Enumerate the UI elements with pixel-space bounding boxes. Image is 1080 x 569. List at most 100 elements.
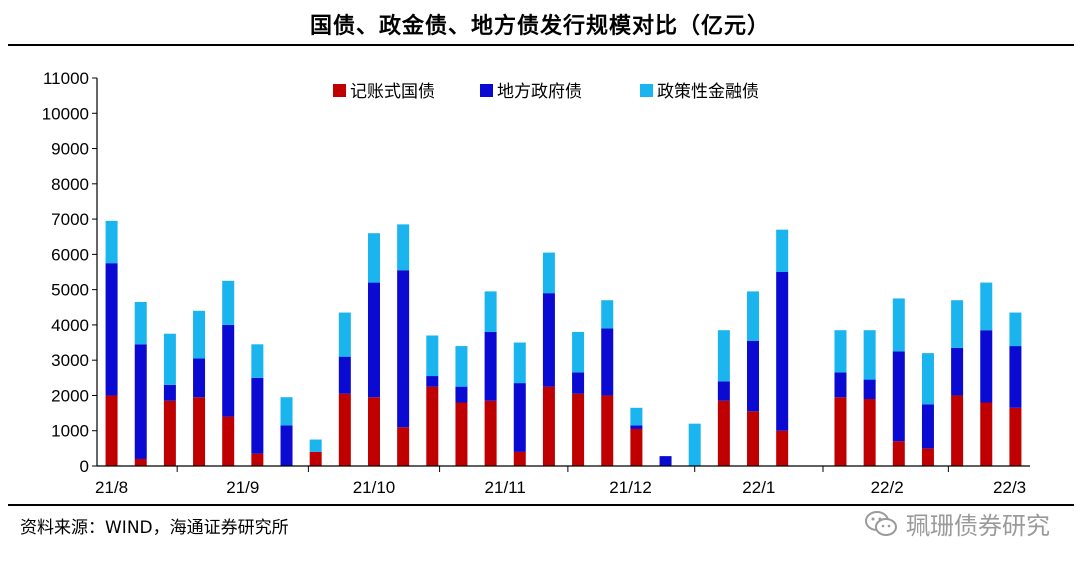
bar-segment-s2 bbox=[222, 324, 235, 417]
x-tick-label: 21/10 bbox=[353, 478, 396, 497]
bar-segment-s1 bbox=[542, 386, 555, 466]
bar-segment-s2 bbox=[921, 404, 934, 449]
bar-segment-s3 bbox=[688, 423, 701, 466]
wechat-icon bbox=[865, 510, 897, 536]
bar-segment-s2 bbox=[193, 358, 206, 398]
bar-segment-s1 bbox=[951, 395, 964, 466]
bar-segment-s3 bbox=[513, 342, 526, 384]
bar-segment-s2 bbox=[163, 384, 176, 401]
bar-segment-s1 bbox=[134, 458, 147, 466]
bar-segment-s1 bbox=[105, 395, 118, 466]
bar-segment-s1 bbox=[980, 402, 993, 466]
bar-segment-s2 bbox=[426, 376, 439, 387]
bar-segment-s3 bbox=[892, 298, 905, 352]
y-tick-label: 5000 bbox=[51, 281, 89, 300]
bar-segment-s1 bbox=[601, 395, 614, 466]
bar-segment-s3 bbox=[921, 353, 934, 405]
watermark: 珮珊债券研究 bbox=[864, 506, 1050, 541]
bar-segment-s2 bbox=[397, 270, 410, 428]
bar-segment-s1 bbox=[513, 451, 526, 466]
x-tick-label: 21/11 bbox=[485, 478, 526, 497]
bar-segment-s3 bbox=[601, 300, 614, 329]
bar-segment-s3 bbox=[251, 344, 264, 378]
bar-segment-s2 bbox=[455, 386, 468, 403]
bar-segment-s2 bbox=[776, 272, 789, 431]
bar-segment-s1 bbox=[776, 430, 789, 466]
bar-segment-s1 bbox=[863, 398, 876, 466]
bar-segment-s2 bbox=[572, 372, 585, 394]
y-tick-label: 2000 bbox=[51, 386, 89, 405]
bar-segment-s3 bbox=[951, 300, 964, 348]
bar-segment-s1 bbox=[572, 393, 585, 466]
watermark-text: 珮珊债券研究 bbox=[906, 512, 1050, 540]
bar-segment-s3 bbox=[717, 330, 730, 382]
bar-segment-s1 bbox=[367, 397, 380, 466]
bar-segment-s3 bbox=[134, 301, 147, 345]
bar-segment-s2 bbox=[105, 263, 118, 396]
bar-segment-s1 bbox=[921, 448, 934, 466]
bar-segment-s2 bbox=[630, 425, 643, 429]
bar-segment-s1 bbox=[397, 427, 410, 466]
bar-segment-s2 bbox=[484, 331, 497, 401]
legend-swatch bbox=[480, 84, 493, 97]
x-axis: 21/8 21/9 21/10 21/11 21/12 22/1 22/2 22/3 bbox=[95, 465, 1030, 497]
bar-segment-s2 bbox=[251, 377, 264, 454]
bar-segment-s2 bbox=[747, 340, 760, 412]
bar-segment-s3 bbox=[542, 252, 555, 294]
bar-segment-s1 bbox=[338, 393, 351, 466]
y-tick-label: 9000 bbox=[51, 140, 89, 159]
bar-segment-s2 bbox=[367, 282, 380, 398]
bar-segment-s1 bbox=[455, 402, 468, 466]
bar-segment-s3 bbox=[309, 439, 322, 452]
y-tick-label: 11000 bbox=[43, 69, 89, 88]
legend: 记账式国债 地方政府债 政策性金融债 bbox=[333, 82, 759, 102]
legend-label: 地方政府债 bbox=[497, 82, 582, 102]
bar-segment-s3 bbox=[980, 282, 993, 331]
stacked-bar-chart: 0 1000 2000 3000 4000 5000 6000 7000 8000 9000 100… bbox=[42, 69, 1030, 497]
bar-segment-s3 bbox=[367, 233, 380, 283]
x-tick-label: 21/9 bbox=[226, 478, 259, 497]
bar-segment-s2 bbox=[717, 381, 730, 401]
bar-segment-s1 bbox=[163, 400, 176, 466]
bar-segment-s3 bbox=[397, 224, 410, 271]
x-tick-label: 21/8 bbox=[95, 478, 128, 497]
bar-segment-s2 bbox=[280, 425, 293, 466]
bar-segment-s3 bbox=[747, 291, 760, 341]
bars bbox=[105, 220, 1022, 466]
bar-segment-s3 bbox=[222, 280, 235, 325]
bar-segment-s3 bbox=[193, 310, 206, 359]
x-tick-label: 21/12 bbox=[609, 478, 652, 497]
bar-segment-s2 bbox=[892, 351, 905, 442]
bar-segment-s3 bbox=[630, 407, 643, 426]
bar-segment-s2 bbox=[513, 383, 526, 452]
legend-label: 记账式国债 bbox=[350, 82, 435, 102]
bottom-rule bbox=[8, 504, 1074, 506]
bar-segment-s1 bbox=[747, 411, 760, 466]
bar-segment-s3 bbox=[776, 229, 789, 272]
x-tick-label: 22/3 bbox=[993, 478, 1026, 497]
bar-segment-s1 bbox=[193, 397, 206, 466]
bar-segment-s2 bbox=[542, 293, 555, 387]
bar-segment-s1 bbox=[630, 428, 643, 466]
bar-segment-s2 bbox=[601, 328, 614, 396]
bar-segment-s1 bbox=[222, 416, 235, 466]
y-tick-label: 7000 bbox=[51, 210, 89, 229]
bar-segment-s1 bbox=[1009, 407, 1022, 466]
bar-segment-s2 bbox=[980, 330, 993, 403]
bar-segment-s3 bbox=[863, 330, 876, 380]
bar-segment-s3 bbox=[163, 333, 176, 385]
y-axis: 0 1000 2000 3000 4000 5000 6000 7000 8000 9000 100… bbox=[42, 69, 98, 476]
bar-segment-s3 bbox=[834, 330, 847, 373]
bar-segment-s3 bbox=[572, 331, 585, 373]
legend-swatch bbox=[640, 84, 653, 97]
bar-segment-s1 bbox=[834, 397, 847, 466]
legend-label: 政策性金融债 bbox=[657, 82, 759, 102]
y-tick-label: 4000 bbox=[51, 316, 89, 335]
bar-segment-s2 bbox=[1009, 346, 1022, 408]
bar-segment-s2 bbox=[951, 347, 964, 396]
bar-segment-s3 bbox=[105, 220, 118, 264]
source-note: 资料来源：WIND，海通证券研究所 bbox=[20, 518, 289, 538]
bar-segment-s3 bbox=[1009, 312, 1022, 347]
x-tick-label: 22/1 bbox=[742, 478, 775, 497]
bar-segment-s1 bbox=[309, 451, 322, 466]
